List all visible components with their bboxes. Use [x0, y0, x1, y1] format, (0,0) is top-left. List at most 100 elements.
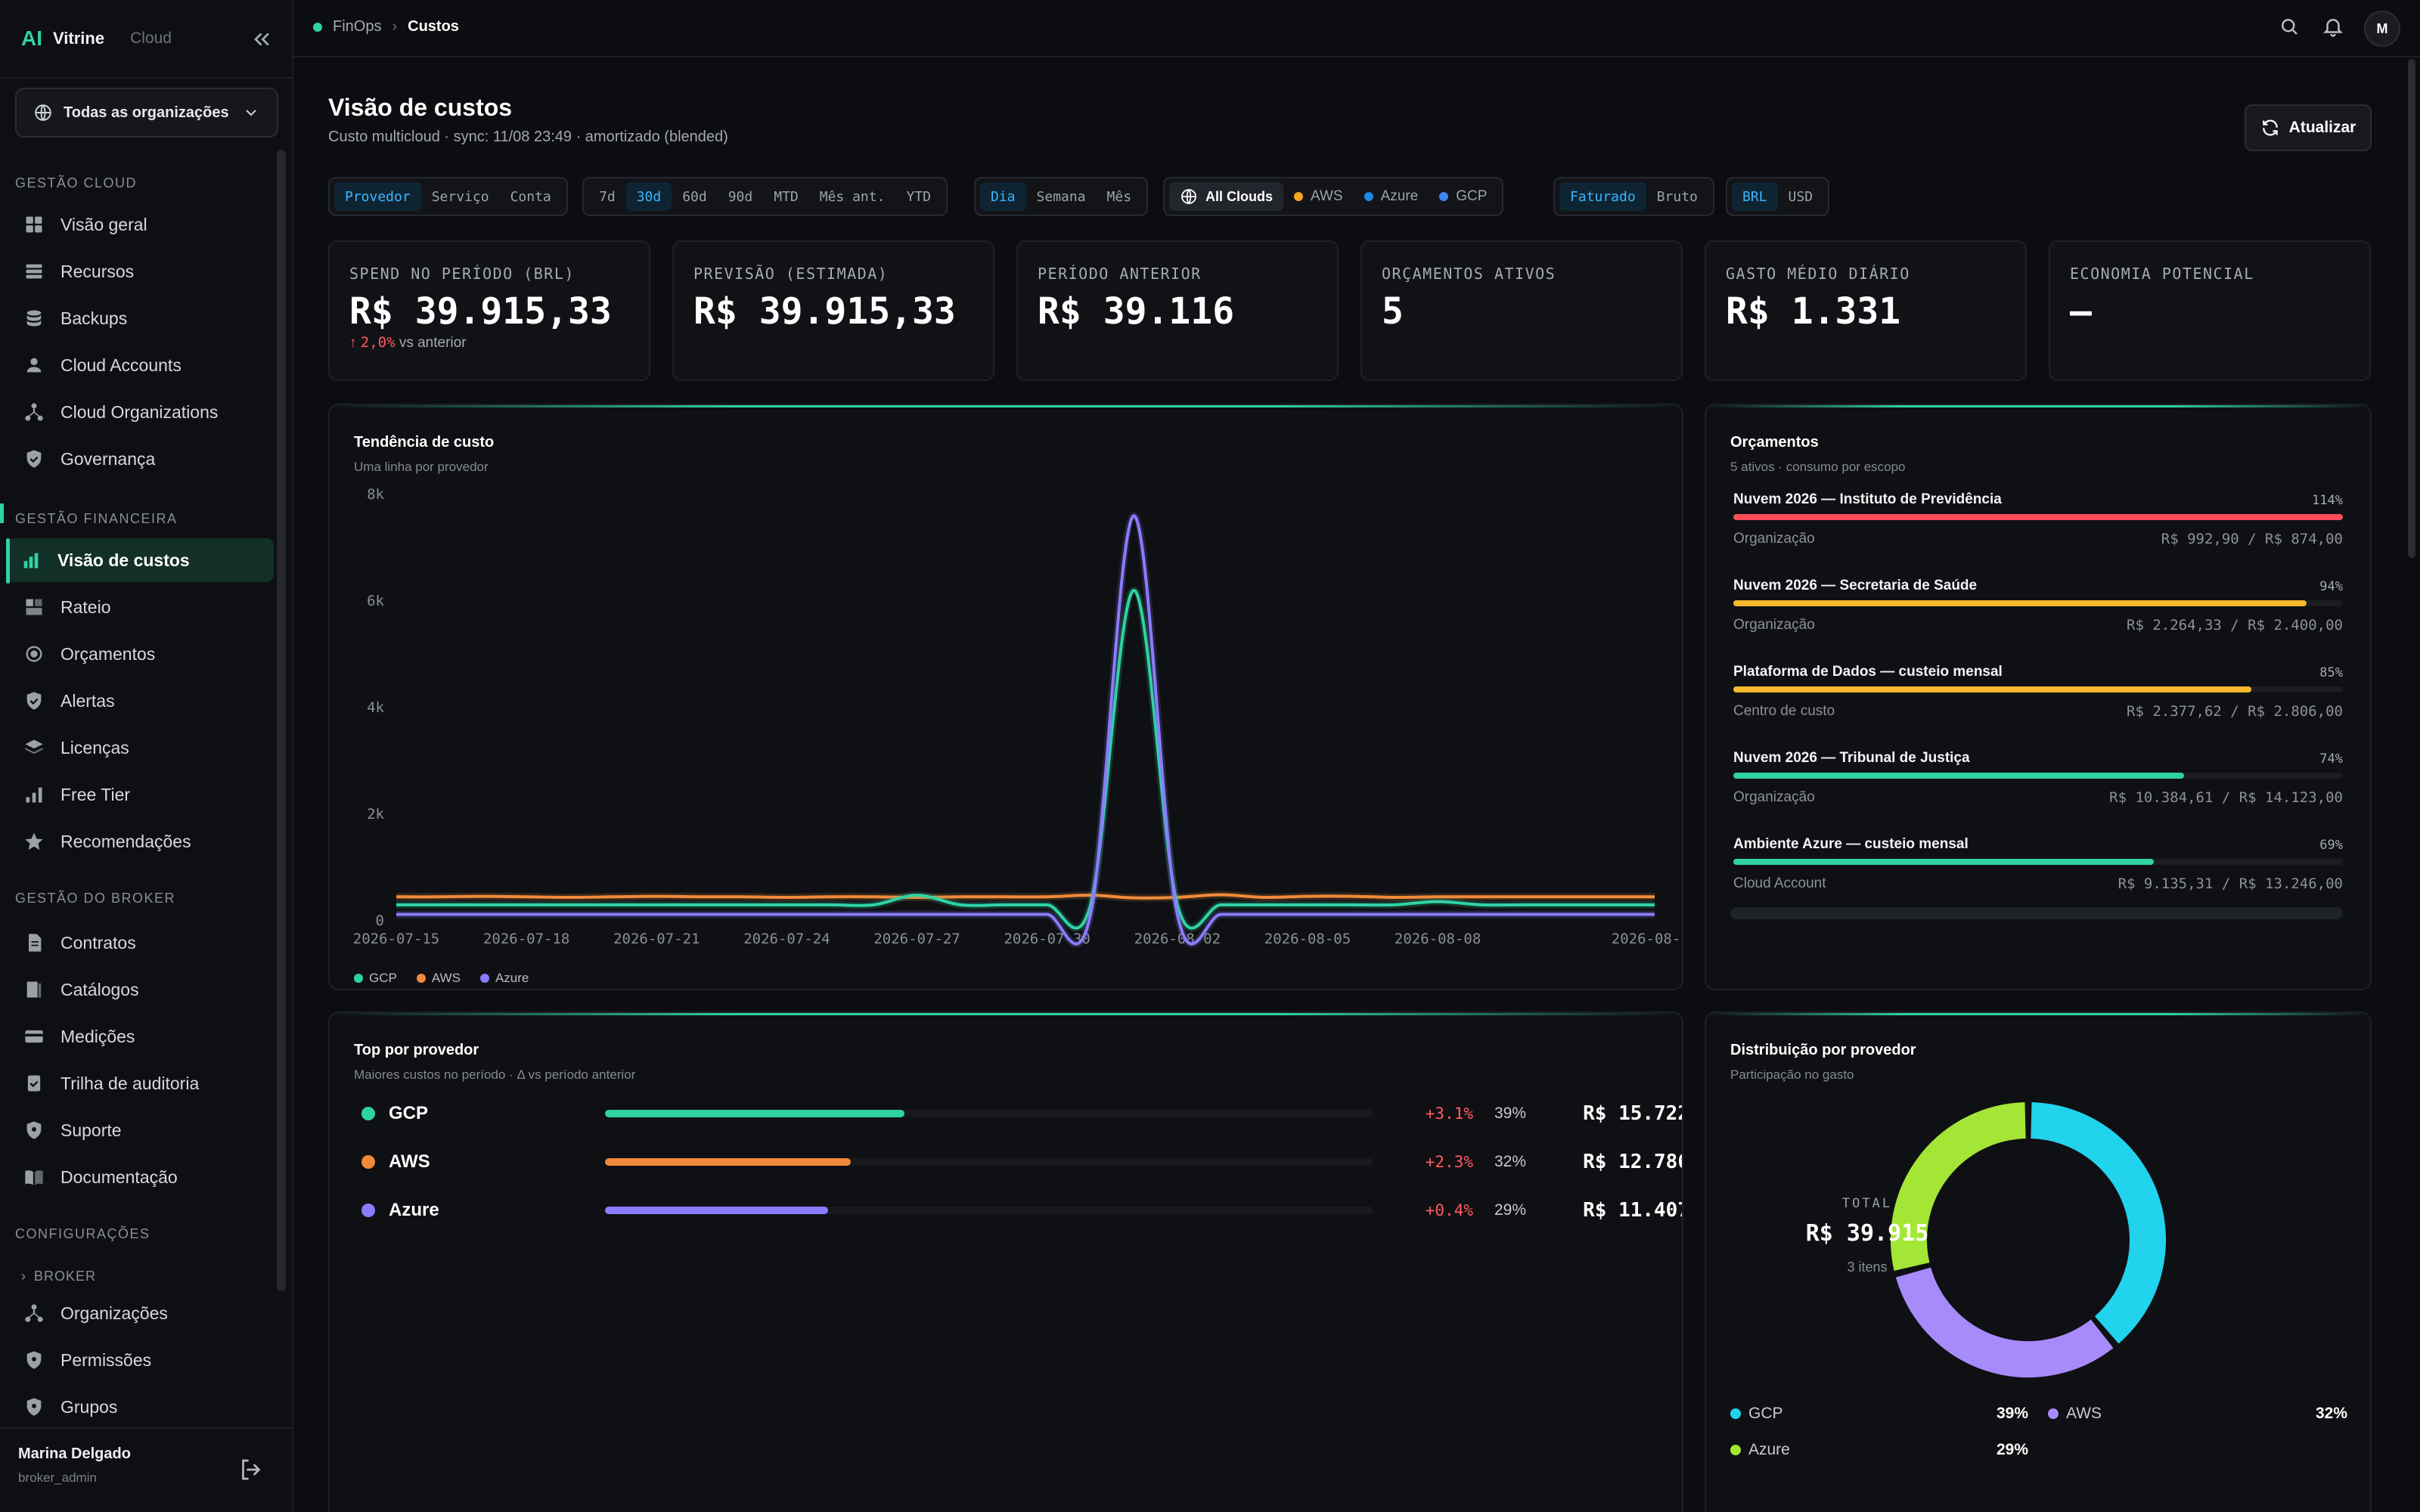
- sidebar-item-orcamentos[interactable]: Orçamentos: [9, 632, 274, 676]
- page-scrollbar[interactable]: [2408, 59, 2415, 558]
- broker-toggle[interactable]: › BROKER: [21, 1269, 96, 1284]
- breadcrumb-parent[interactable]: FinOps: [333, 18, 382, 35]
- legend-item-azure[interactable]: Azure: [479, 971, 529, 986]
- sidebar-item-governanca[interactable]: Governança: [9, 437, 274, 481]
- collapse-sidebar-icon[interactable]: [250, 27, 274, 51]
- sidebar-item-trilha-de-auditoria[interactable]: Trilha de auditoria: [9, 1061, 274, 1105]
- budget-item[interactable]: Nuvem 2026 — Secretaria de Saúde 94% Org…: [1733, 578, 2343, 664]
- range-option-7d[interactable]: 7d: [599, 188, 616, 205]
- provider-row[interactable]: AWS +2.3% 32% R$ 12.786: [361, 1142, 1682, 1182]
- section-gestao-broker: Gestão do Broker: [15, 891, 176, 906]
- book-icon: [23, 978, 45, 1001]
- clipboard-check-icon: [23, 1072, 45, 1095]
- budget-item[interactable]: Ambiente Azure — custeio mensal 69% Clou…: [1733, 836, 2343, 922]
- filter-option-servico[interactable]: Serviço: [431, 188, 489, 205]
- granularity-option-mes[interactable]: Mês: [1106, 188, 1132, 205]
- legend-item-gcp[interactable]: GCP: [354, 971, 397, 986]
- logout-icon[interactable]: [237, 1456, 265, 1483]
- bell-icon[interactable]: [2322, 15, 2349, 42]
- currency-filter: BRL USD: [1726, 177, 1830, 216]
- sidebar-item-rateio[interactable]: Rateio: [9, 585, 274, 629]
- cloud-option-label: GCP: [1456, 188, 1488, 204]
- sidebar-item-organizacoes[interactable]: Organizações: [9, 1291, 274, 1335]
- budgets-scrollbar[interactable]: [1730, 907, 2343, 919]
- cloud-option-label: AWS: [1311, 188, 1343, 204]
- sidebar-item-suporte[interactable]: Suporte: [9, 1108, 274, 1152]
- breadcrumb-current: Custos: [408, 18, 459, 35]
- donut-slice-aws[interactable]: [1895, 1267, 2114, 1377]
- sidebar-item-label: Organizações: [60, 1303, 168, 1323]
- sidebar-item-alertas[interactable]: Alertas: [9, 679, 274, 723]
- range-option-60d[interactable]: 60d: [682, 188, 707, 205]
- target-icon: [23, 643, 45, 665]
- chevron-right-icon: ›: [392, 18, 398, 35]
- range-option-ytd[interactable]: YTD: [906, 188, 931, 205]
- donut-slice-gcp[interactable]: [2030, 1102, 2166, 1344]
- legend-item-azure: Azure: [1730, 1441, 1790, 1459]
- range-option-30d[interactable]: 30d: [625, 182, 672, 211]
- sidebar-item-free-tier[interactable]: Free Tier: [9, 773, 274, 816]
- budget-item[interactable]: Nuvem 2026 — Instituto de Previdência 11…: [1733, 491, 2343, 578]
- donut-center-label: TOTAL: [1841, 1196, 1893, 1211]
- kpi-potential-savings: Economia potencial —: [2049, 240, 2371, 381]
- budget-scope: Organização: [1733, 789, 1815, 805]
- status-dot-icon: [313, 22, 322, 32]
- provider-row[interactable]: GCP +3.1% 39% R$ 15.722: [361, 1093, 1682, 1134]
- refresh-button[interactable]: Atualizar: [2245, 104, 2372, 151]
- sidebar-item-contratos[interactable]: Contratos: [9, 921, 274, 965]
- cloud-option-azure[interactable]: Azure: [1354, 182, 1429, 211]
- currency-option-usd[interactable]: USD: [1788, 188, 1813, 205]
- series-line-gcp[interactable]: [396, 588, 1655, 930]
- provider-row[interactable]: Azure +0.4% 29% R$ 11.407: [361, 1190, 1682, 1231]
- donut-slice-azure[interactable]: [1891, 1102, 2027, 1271]
- series-line-azure[interactable]: [396, 514, 1655, 946]
- budget-progress-track: [1733, 686, 2343, 692]
- search-icon[interactable]: [2278, 15, 2305, 42]
- avatar[interactable]: M: [2364, 11, 2400, 47]
- currency-option-brl[interactable]: BRL: [1732, 182, 1778, 211]
- range-option-mtd[interactable]: MTD: [774, 188, 799, 205]
- series-line-aws[interactable]: [396, 893, 1655, 900]
- sidebar-item-licencas[interactable]: Licenças: [9, 726, 274, 770]
- sidebar-item-cloud-organizations[interactable]: Cloud Organizations: [9, 390, 274, 434]
- sidebar-item-permissoes[interactable]: Permissões: [9, 1338, 274, 1382]
- organization-selector[interactable]: Todas as organizações: [15, 88, 278, 138]
- legend-label: AWS: [2066, 1405, 2102, 1422]
- sidebar-item-visao-geral[interactable]: Visão geral: [9, 203, 274, 246]
- cloud-option-gcp[interactable]: GCP: [1429, 182, 1497, 211]
- provider-share: 39%: [1494, 1105, 1527, 1122]
- sidebar-item-catalogos[interactable]: Catálogos: [9, 968, 274, 1012]
- granularity-option-semana[interactable]: Semana: [1036, 188, 1086, 205]
- legend-item-aws[interactable]: AWS: [416, 971, 461, 986]
- sidebar-item-recursos[interactable]: Recursos: [9, 249, 274, 293]
- cost-trend-chart[interactable]: 0 2k 4k 6k 8k 2026-07-15 2026-07-18 2026-07-21 2…: [330, 405, 1683, 990]
- filter-option-provedor[interactable]: Provedor: [334, 182, 421, 211]
- granularity-option-dia[interactable]: Dia: [980, 182, 1026, 211]
- sidebar-item-visao-de-custos[interactable]: Visão de custos: [6, 538, 274, 582]
- range-option-mes-ant[interactable]: Mês ant.: [819, 188, 886, 205]
- brand[interactable]: AI Vitrine Cloud: [21, 26, 172, 51]
- budget-item[interactable]: Nuvem 2026 — Tribunal de Justiça 74% Org…: [1733, 750, 2343, 836]
- sidebar-scrollbar[interactable]: [277, 150, 286, 1291]
- card-subtitle: 5 ativos · consumo por escopo: [1730, 460, 1906, 474]
- filter-option-conta[interactable]: Conta: [510, 188, 551, 205]
- topbar: FinOps › Custos M: [293, 0, 2420, 57]
- billing-option-bruto[interactable]: Bruto: [1656, 188, 1698, 205]
- sidebar-item-recomendacoes[interactable]: Recomendações: [9, 820, 274, 863]
- sidebar-item-medicoes[interactable]: Medições: [9, 1015, 274, 1058]
- billing-option-faturado[interactable]: Faturado: [1559, 182, 1646, 211]
- cloud-option-all[interactable]: All Clouds: [1169, 182, 1283, 211]
- legend-dot-icon: [1730, 1408, 1741, 1419]
- sidebar-item-grupos[interactable]: Grupos: [9, 1385, 274, 1429]
- provider-bar-fill: [605, 1158, 852, 1166]
- range-option-90d[interactable]: 90d: [728, 188, 753, 205]
- sidebar-item-documentacao[interactable]: Documentação: [9, 1155, 274, 1199]
- budget-item[interactable]: Plataforma de Dados — custeio mensal 85%…: [1733, 664, 2343, 750]
- distribution-donut-chart[interactable]: [1706, 1013, 2372, 1512]
- sidebar-item-backups[interactable]: Backups: [9, 296, 274, 340]
- refresh-label: Atualizar: [2288, 119, 2356, 136]
- cloud-option-aws[interactable]: AWS: [1283, 182, 1354, 211]
- sidebar-item-cloud-accounts[interactable]: Cloud Accounts: [9, 343, 274, 387]
- gcp-dot-icon: [1439, 192, 1449, 201]
- user-profile[interactable]: Marina Delgado broker_admin: [18, 1445, 131, 1486]
